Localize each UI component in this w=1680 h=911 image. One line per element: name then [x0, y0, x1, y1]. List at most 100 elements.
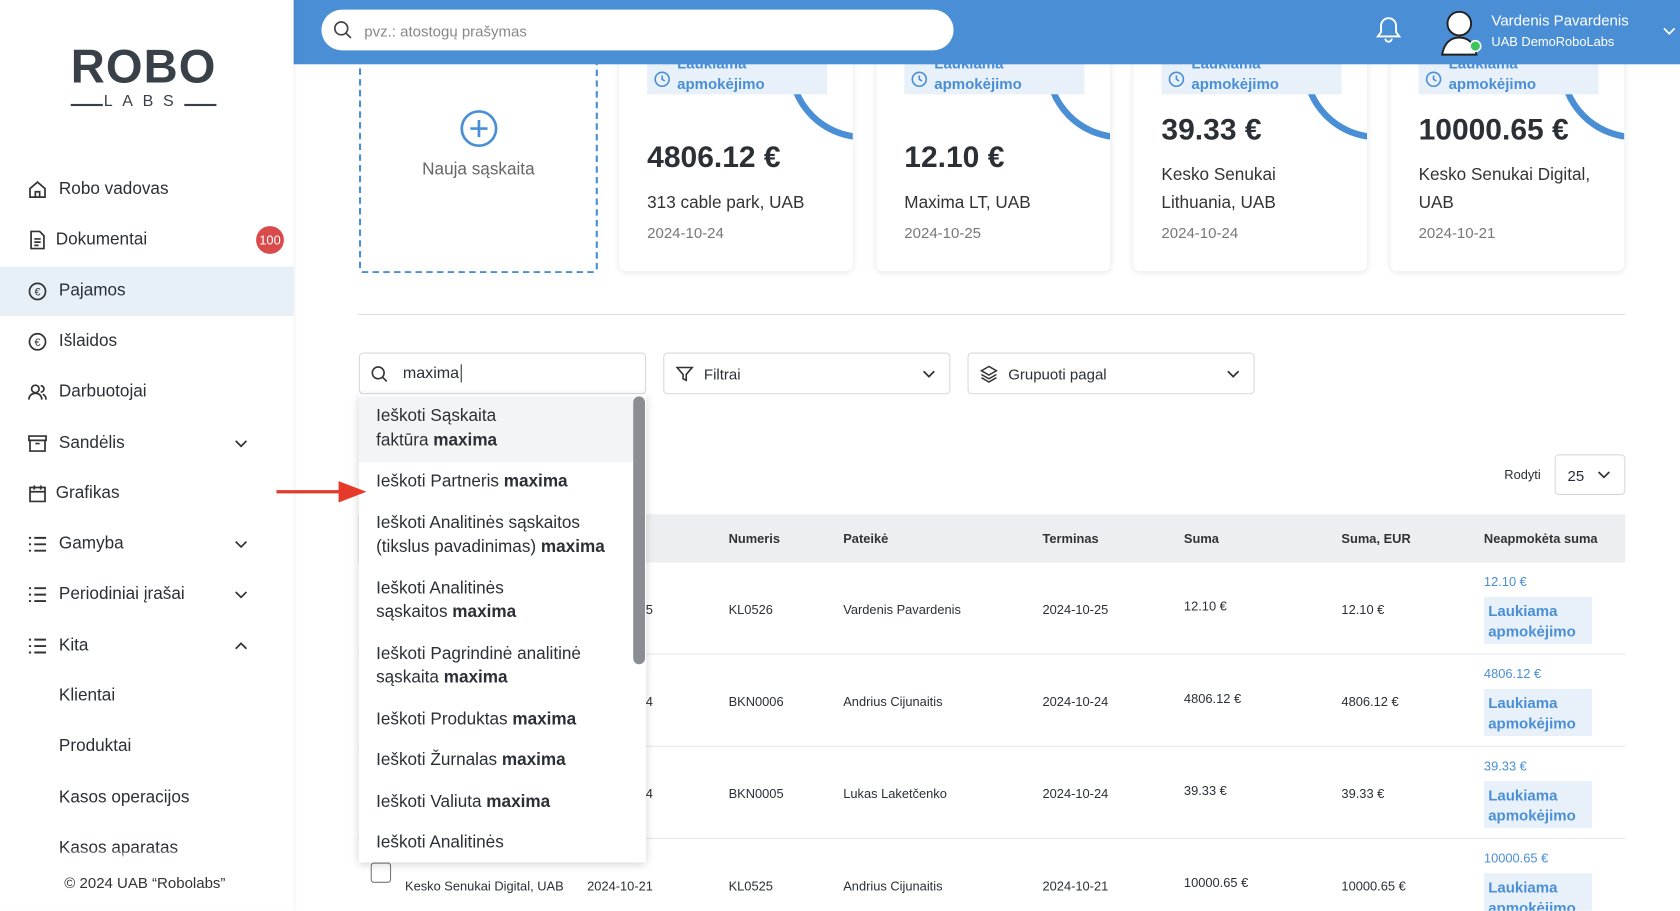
cell: Kesko Senukai Digital, UAB [405, 878, 564, 894]
nav-label: Robo vadovas [58, 180, 169, 199]
suggestion-term: maxima [512, 709, 577, 729]
card-amount: 12.10 € [904, 140, 1005, 174]
svg-text:€: € [35, 286, 41, 298]
new-invoice-label: Nauja sąskaita [422, 160, 535, 179]
suggestion-text: Ieškoti Produktas [376, 709, 513, 729]
cell: 39.33 € [1341, 786, 1385, 802]
nav-item[interactable]: Robo vadovas [0, 165, 294, 214]
nav-label: Darbuotojai [58, 382, 147, 401]
nav-item[interactable]: Kita [0, 621, 294, 670]
row-checkbox[interactable] [370, 862, 392, 883]
nav-chevron [235, 439, 248, 447]
card-date: 2024-10-24 [1161, 223, 1239, 242]
nav-label: Išlaidos [58, 332, 118, 351]
global-search[interactable]: pvz.: atostogų prašymas [321, 9, 954, 51]
logo-rule [70, 103, 103, 107]
suggestion-term: maxima [540, 537, 605, 557]
user-name: Vardenis Pavardenis [1491, 11, 1629, 29]
status-badge: Laukiama apmokėjimo [1483, 688, 1593, 737]
suggestion-text: Ieškoti Pagrindinė analitinė sąskaita [376, 644, 581, 687]
nav-item[interactable]: Darbuotojai [0, 368, 294, 417]
suggestion-text: Ieškoti Sąskaita faktūra [376, 407, 497, 450]
card-partner: 313 cable park, UAB [647, 193, 805, 213]
cell: KL0526 [728, 602, 773, 618]
card-info: 12.10 € Maxima LT, UAB 2024-10-25 [904, 140, 1097, 241]
nav-item[interactable]: Grafikas [0, 469, 294, 518]
suggestion-item[interactable]: Ieškoti Produktas maxima [359, 699, 633, 740]
search-suggestions: Ieškoti Sąskaita faktūra maxima Ieškoti P… [358, 394, 647, 863]
table-search[interactable]: maxima [358, 352, 647, 395]
cell: Lukas Laketčenko [843, 786, 947, 802]
group-by-label: Grupuoti pagal [1008, 364, 1107, 382]
cell: 12.10 € [1183, 598, 1227, 614]
cell: 2024-10-21 [587, 878, 653, 894]
nav-label: Dokumentai [55, 230, 148, 249]
filter-icon [675, 366, 694, 382]
divider [357, 313, 1626, 316]
page-size-value: 25 [1567, 467, 1585, 485]
nav-item[interactable]: € Pajamos [0, 266, 294, 316]
nav-item[interactable]: Periodiniai įrašai [0, 570, 294, 619]
cell: 2024-10-21 [1042, 878, 1109, 894]
search-value: maxima [403, 364, 462, 383]
suggestion-term: maxima [503, 472, 568, 491]
suggestion-item[interactable]: Ieškoti Žurnalas maxima [359, 740, 633, 781]
suggestion-text: Ieškoti Partneris [376, 472, 504, 491]
new-invoice-card[interactable]: Nauja sąskaita [358, 42, 598, 274]
sidebar-footer-bg [0, 858, 294, 911]
cell: 10000.65 € [1183, 875, 1249, 891]
cell: 2024-10-24 [1042, 786, 1109, 802]
topbar: pvz.: atostogų prašymas Vardenis Pavarden… [293, 0, 1680, 65]
cell: 4806.12 € [1341, 694, 1399, 710]
card-amount: 4806.12 € [647, 140, 781, 174]
filters-label: Filtrai [703, 364, 741, 382]
status-badge: Laukiama apmokėjimo [1483, 873, 1593, 911]
sidebar-footer: © 2024 UAB “Robolabs” [64, 874, 226, 892]
page-size-select[interactable]: 25 [1554, 454, 1626, 496]
search-icon [333, 21, 352, 39]
cell: 2024-10-24 [1042, 694, 1109, 710]
nav-icon: € [28, 282, 47, 300]
suggestion-item[interactable]: Ieškoti Pagrindinė analitinė sąskaita ma… [359, 634, 633, 699]
suggestion-item[interactable]: Ieškoti Valiuta maxima [359, 782, 633, 823]
suggestion-item[interactable]: Ieškoti Sąskaita faktūra maxima [358, 396, 634, 462]
suggestion-item[interactable]: Ieškoti Analitinės sąskaitos maxima [359, 568, 633, 633]
card-info: 4806.12 € 313 cable park, UAB 2024-10-24 [647, 140, 840, 241]
status-badge: Laukiama apmokėjimo [1483, 781, 1593, 829]
card-info: 39.33 € Kesko Senukai Lithuania, UAB 2024-… [1161, 113, 1354, 242]
nav-icon [29, 181, 46, 199]
search-placeholder: pvz.: atostogų prašymas [364, 22, 527, 40]
nav-item[interactable]: Sandėlis [0, 418, 294, 467]
plus-icon [460, 110, 498, 148]
nav-item[interactable]: Dokumentai 100 [0, 216, 294, 265]
card-info: 10000.65 € Kesko Senukai Digital, UAB 2024… [1419, 113, 1612, 242]
suggestion-item[interactable]: Ieškoti Analitinės sąskaitos (tikslus pa… [359, 503, 633, 568]
search-icon [371, 366, 388, 382]
nav-item[interactable]: Kasos aparatas [0, 824, 294, 873]
nav-item[interactable]: Klientai [0, 672, 294, 721]
clock-icon [1168, 71, 1185, 88]
nav-item[interactable]: Produktai [0, 722, 294, 771]
nav-icon: € [28, 332, 47, 351]
group-by-button[interactable]: Grupuoti pagal [967, 352, 1255, 395]
unpaid-amount: 10000.65 € [1483, 850, 1549, 866]
cell: Andrius Cijunaitis [843, 694, 943, 710]
card-date: 2024-10-21 [1418, 223, 1496, 242]
nav-item[interactable]: Gamyba [0, 520, 294, 569]
column-header: Terminas [1042, 531, 1099, 547]
suggestion-list: Ieškoti Sąskaita faktūra maxima Ieškoti P… [358, 396, 634, 863]
suggestion-item[interactable]: Ieškoti Analitinės [359, 823, 633, 863]
unpaid-amount: 39.33 € [1483, 758, 1527, 774]
suggestion-item[interactable]: Ieškoti Partneris maxima [359, 462, 633, 503]
nav-item[interactable]: € Išlaidos [0, 317, 294, 366]
nav-label: Pajamos [58, 281, 126, 300]
card-partner: Kesko Senukai Digital, UAB [1418, 166, 1591, 213]
filters-button[interactable]: Filtrai [663, 352, 951, 395]
nav-item[interactable]: Kasos operacijos [0, 773, 294, 822]
suggestion-text: Ieškoti Analitinės sąskaitos [376, 579, 504, 622]
card-amount: 10000.65 € [1418, 112, 1569, 146]
